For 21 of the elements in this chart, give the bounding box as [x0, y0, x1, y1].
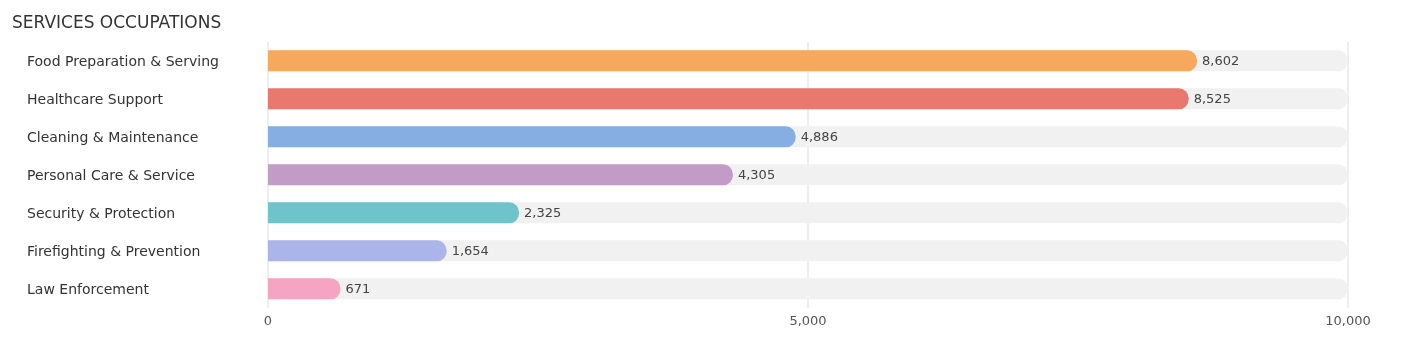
y-tick-label: Healthcare Support — [27, 91, 164, 107]
y-tick-label: Personal Care & Service — [27, 167, 195, 183]
data-label: 1,654 — [451, 243, 489, 259]
y-tick-label: Firefighting & Prevention — [27, 243, 201, 259]
y-tick-label: Food Preparation & Serving — [27, 53, 219, 69]
x-tick-label: 10,000 — [1325, 313, 1371, 329]
data-label: 4,305 — [737, 167, 776, 183]
data-label: 671 — [345, 281, 371, 297]
x-tick-label: 5,000 — [789, 313, 827, 329]
text: SERVICES OCCUPATIONS — [11, 11, 223, 34]
data-label: 4,886 — [800, 129, 838, 145]
bar — [268, 240, 447, 262]
y-tick-label: Security & Protection — [27, 205, 176, 221]
data-label: 8,525 — [1193, 91, 1231, 107]
bar — [268, 278, 341, 300]
bar — [268, 202, 520, 224]
data-label: 8,602 — [1202, 53, 1240, 69]
y-tick-label: Cleaning & Maintenance — [27, 129, 199, 145]
y-tick-label: Law Enforcement — [27, 281, 150, 297]
data-label: 2,325 — [524, 205, 562, 221]
x-tick-label: 0 — [263, 313, 273, 329]
